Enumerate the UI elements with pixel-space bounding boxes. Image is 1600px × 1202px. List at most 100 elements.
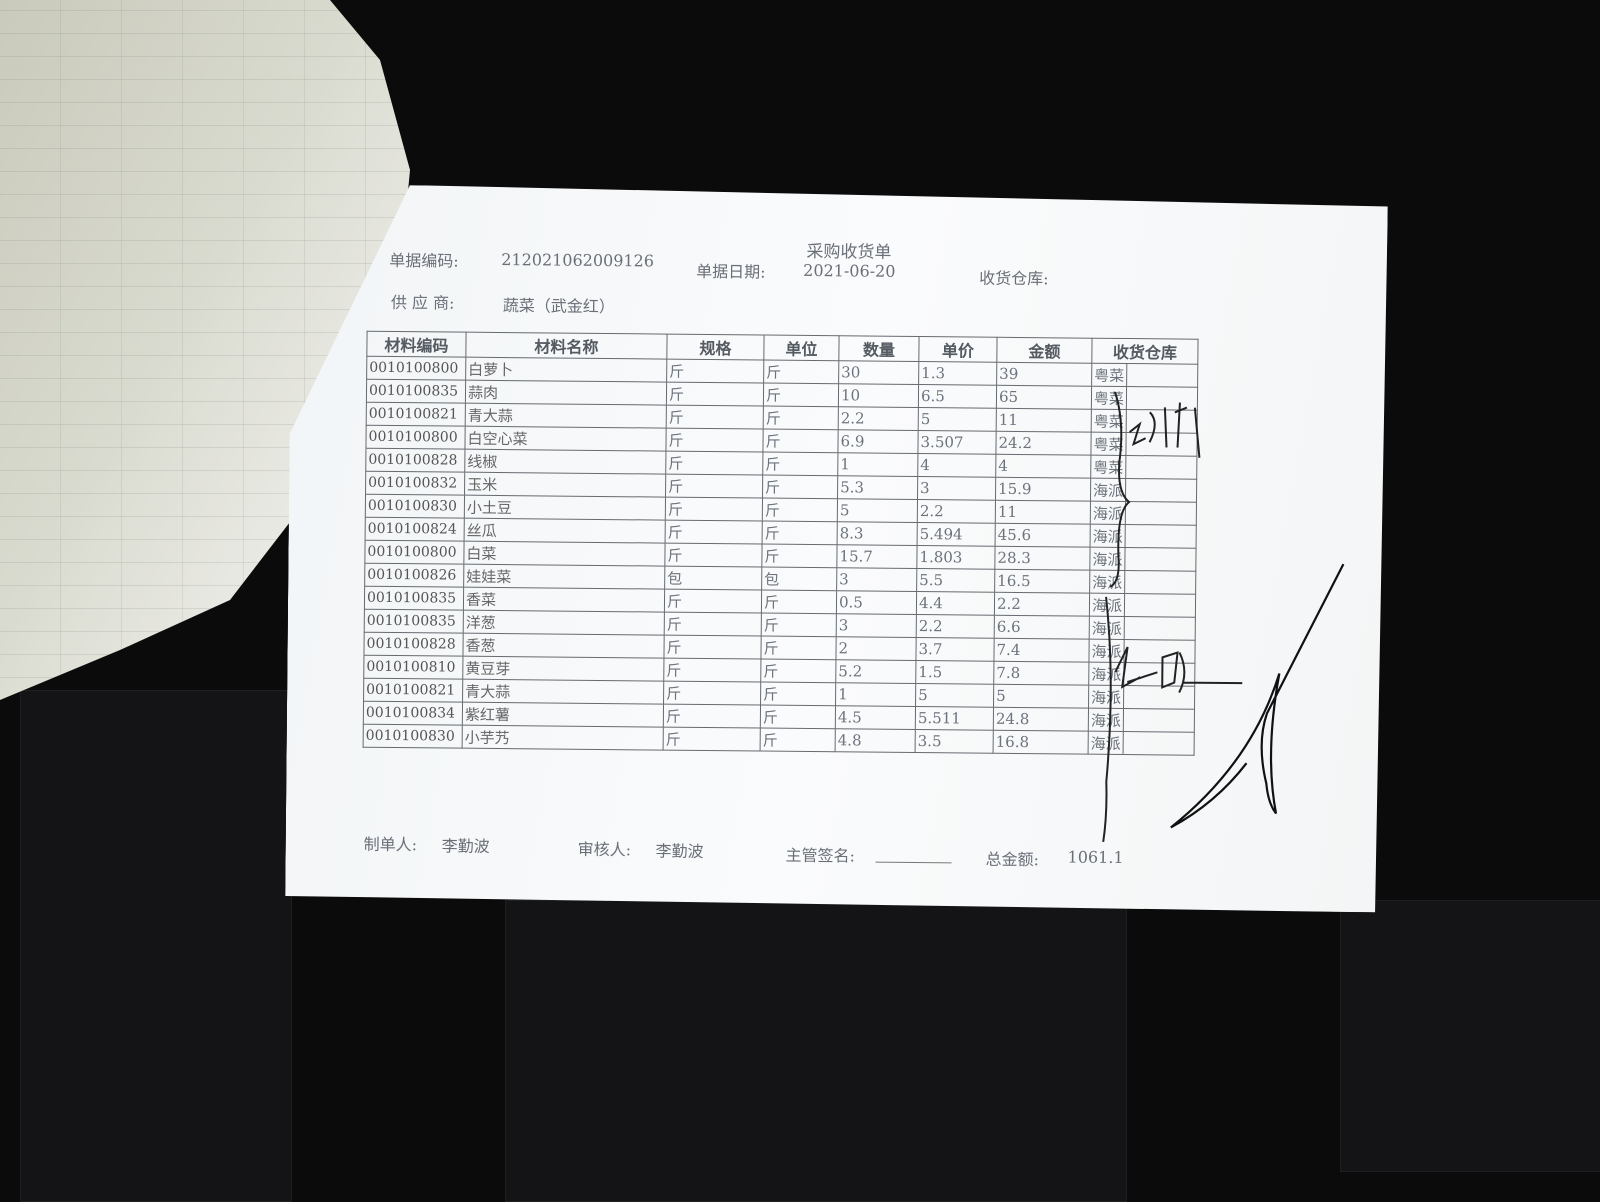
column-header: 数量 [839,336,919,362]
table-cell: 5.2 [836,660,916,684]
desk-panel [20,690,292,1202]
table-cell: 3 [918,477,996,501]
table-cell: 0010100830 [363,724,462,748]
table-cell: 0010100821 [364,678,463,702]
handwriting-zonghe [1129,402,1200,458]
table-cell: 紫红薯 [462,702,663,727]
table-cell: 5.494 [917,523,995,547]
table-cell: 小芋艿 [462,725,663,750]
table-cell: 黄豆芽 [463,656,664,681]
table-cell: 1 [836,683,916,707]
table-cell: 包 [762,567,837,591]
table-cell: 0.5 [836,591,916,615]
purchase-receipt-sheet: 采购收货单 单据编码: 212021062009126 单据日期: 2021-0… [285,184,1388,912]
date: 2021-06-20 [803,260,896,281]
table-cell: 斤 [763,452,838,476]
table-cell: 0010100835 [366,379,465,403]
column-header: 金额 [997,337,1092,363]
table-cell: 2.2 [916,615,994,639]
table-cell: 10 [838,384,918,408]
table-cell: 4 [918,454,996,478]
table-cell: 2.2 [838,407,918,431]
table-cell: 5 [916,684,994,708]
table-cell: 斤 [666,405,763,429]
table-cell: 斤 [666,382,763,406]
table-cell: 0010100824 [365,517,464,541]
reviewer-label: 审核人: [577,839,632,860]
table-cell: 0010100800 [366,425,465,449]
supervisor-signature-line [876,862,952,864]
table-cell: 斤 [763,383,838,407]
table-cell: 斤 [764,360,839,384]
table-cell: 0010100826 [365,563,464,587]
table-cell: 斤 [762,544,837,568]
maker: 李勤波 [441,836,490,856]
table-cell: 4.5 [835,706,915,730]
table-cell: 香葱 [463,633,664,658]
table-cell: 3 [837,568,917,592]
table-cell: 0010100834 [363,701,462,725]
table-cell: 斤 [666,474,763,498]
table-cell: 斤 [761,613,836,637]
table-cell: 白菜 [464,541,665,566]
table-cell: 青大蒜 [465,403,666,428]
bracket-stroke [1097,597,1111,845]
desk-panel [1340,900,1600,1172]
column-header: 材料名称 [466,332,667,359]
table-cell: 3.7 [916,638,994,662]
table-cell: 6.5 [918,385,996,409]
table-cell: 斤 [665,520,762,544]
table-cell: 0010100821 [366,402,465,426]
table-cell: 斤 [761,682,836,706]
table-cell: 0010100835 [364,586,463,610]
handwriting-shengpin [1115,647,1242,693]
table-cell: 斤 [762,521,837,545]
table-cell: 0010100830 [365,494,464,518]
table-cell: 斤 [763,406,838,430]
table-cell: 5.3 [838,476,918,500]
doc-no-label: 单据编码: [389,250,459,271]
table-cell: 斤 [664,589,761,613]
table-cell: 丝瓜 [464,518,665,543]
table-cell: 斤 [663,704,760,728]
table-cell: 斤 [664,658,761,682]
table-cell: 斤 [761,659,836,683]
table-cell: 0010100800 [367,356,466,380]
table-cell: 1.3 [919,362,997,386]
column-header: 规格 [667,334,764,360]
reviewer: 李勤波 [655,841,704,861]
desk-panel [505,900,1127,1202]
warehouse-label: 收货仓库: [979,268,1049,289]
table-cell: 0010100835 [364,609,463,633]
table-cell: 6.9 [838,430,918,454]
table-cell: 4.8 [835,729,915,753]
table-cell: 包 [665,566,762,590]
table-cell: 斤 [763,429,838,453]
table-cell: 5.511 [915,707,993,731]
table-cell: 娃娃菜 [464,564,665,589]
table-cell: 2.2 [917,500,995,524]
supervisor-label: 主管签名: [785,845,856,866]
table-cell: 斤 [763,475,838,499]
maker-label: 制单人: [363,834,418,855]
total-amount: 1061.1 [1067,847,1124,868]
table-cell: 斤 [667,359,764,383]
table-cell: 白空心菜 [465,426,666,451]
table-cell: 斤 [761,590,836,614]
table-cell: 2 [836,637,916,661]
column-header: 材料编码 [367,331,466,357]
supervisor-signature [1156,552,1359,844]
document-title: 采购收货单 [806,241,892,263]
handwritten-bracket-annotations [1066,381,1390,844]
table-cell: 3.507 [918,431,996,455]
column-header: 收货仓库 [1092,338,1198,364]
table-cell: 0010100832 [366,471,465,495]
table-cell: 玉米 [465,472,666,497]
table-cell: 斤 [762,498,837,522]
table-cell: 斤 [665,543,762,567]
table-cell: 4.4 [916,592,994,616]
table-cell: 斤 [664,635,761,659]
table-cell: 斤 [760,705,835,729]
table-cell: 0010100800 [365,540,464,564]
table-cell: 斤 [761,636,836,660]
